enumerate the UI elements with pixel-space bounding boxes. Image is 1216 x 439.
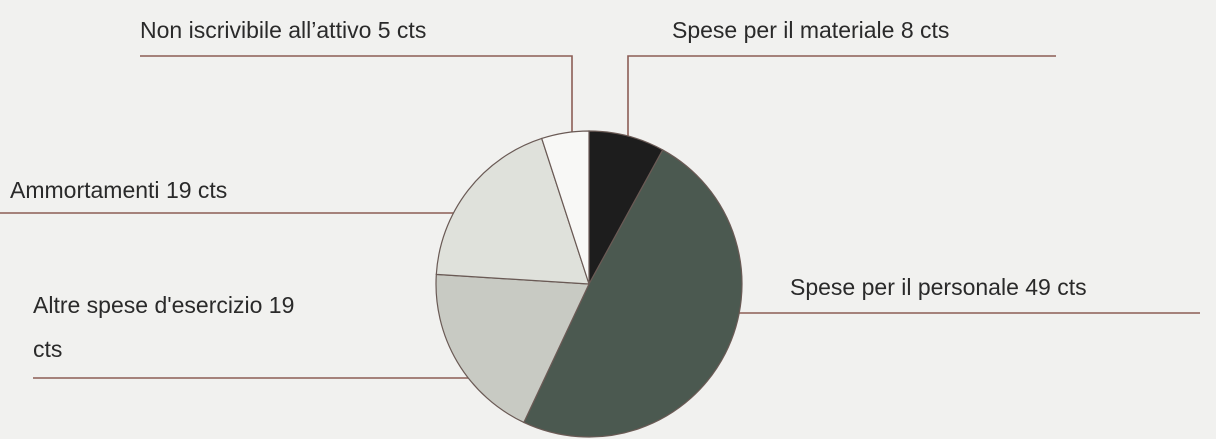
slice-label: Ammortamenti 19 cts xyxy=(10,168,227,212)
value-label: 5 cts xyxy=(377,17,427,43)
pie-slice xyxy=(523,149,743,438)
category-name: Non iscrivibile all’attivo xyxy=(140,17,372,43)
pie-slice xyxy=(540,130,590,285)
value-label: 8 cts xyxy=(900,17,950,43)
leader-line xyxy=(140,55,573,152)
category-name: Altre spese d'esercizio xyxy=(33,292,263,318)
value-label: 49 cts xyxy=(1025,274,1087,300)
value-label: 19 cts xyxy=(33,292,295,362)
leader-line xyxy=(627,55,1056,142)
slice-label: Altre spese d'esercizio 19 cts xyxy=(33,283,295,371)
pie xyxy=(435,130,743,438)
category-name: Spese per il personale xyxy=(790,274,1019,300)
category-name: Spese per il materiale xyxy=(672,17,895,43)
slice-label: Spese per il materiale 8 cts xyxy=(672,8,949,52)
slice-label: Spese per il personale 49 cts xyxy=(790,265,1087,309)
pie-slice xyxy=(435,273,590,424)
pie-slice xyxy=(435,137,590,285)
value-label: 19 cts xyxy=(165,177,228,203)
category-name: Ammortamenti xyxy=(10,177,160,203)
slice-label: Non iscrivibile all’attivo 5 cts xyxy=(140,8,426,52)
leader-lines xyxy=(0,55,1200,379)
